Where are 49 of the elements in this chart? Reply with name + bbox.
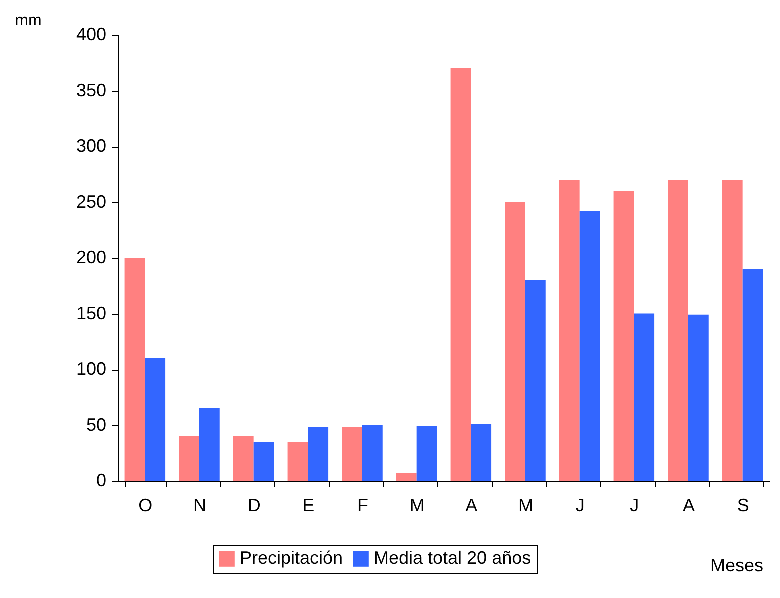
bar — [254, 442, 274, 481]
bar — [614, 191, 634, 481]
bar — [526, 280, 546, 481]
y-tick-label: 50 — [86, 414, 106, 435]
x-tick-label: J — [630, 496, 640, 516]
bar — [288, 442, 308, 481]
bar — [688, 314, 709, 481]
bar — [342, 427, 362, 481]
bar — [145, 358, 166, 481]
bar — [200, 408, 220, 481]
x-tick-label: J — [576, 496, 585, 516]
x-axis-title: Meses — [710, 556, 764, 576]
x-tick-label: N — [194, 496, 206, 516]
bar — [362, 425, 383, 481]
y-tick-label: 0 — [96, 470, 106, 490]
bar — [396, 473, 417, 481]
y-tick-label: 100 — [76, 359, 106, 379]
bar — [179, 436, 200, 481]
bar — [471, 424, 492, 481]
y-axis-title: mm — [15, 12, 42, 30]
bar — [580, 211, 600, 481]
bar — [668, 180, 688, 481]
bar — [124, 258, 146, 481]
bar — [742, 269, 764, 481]
bar — [634, 314, 655, 481]
x-tick-label: M — [410, 496, 425, 516]
bar — [450, 68, 472, 481]
y-tick-label: 250 — [76, 192, 106, 212]
legend-label: Precipitación — [240, 548, 344, 568]
bar — [722, 180, 743, 481]
y-tick-label: 350 — [76, 80, 106, 100]
x-tick-label: A — [466, 496, 478, 516]
bar — [416, 426, 438, 481]
x-tick-label: A — [682, 496, 696, 516]
y-tick-label: 150 — [76, 303, 106, 324]
bar — [505, 202, 526, 481]
x-tick-label: F — [358, 496, 368, 516]
bar — [559, 180, 580, 481]
bar — [233, 436, 254, 481]
x-tick-label: E — [302, 496, 315, 516]
y-tick-label: 400 — [76, 24, 106, 44]
bar — [308, 427, 329, 481]
y-tick-label: 200 — [76, 248, 106, 268]
x-tick-label: O — [138, 496, 153, 516]
y-tick-label: 300 — [76, 136, 106, 156]
x-tick-label: D — [248, 496, 261, 516]
x-tick-label: S — [737, 496, 750, 516]
legend-label: Media total 20 años — [374, 548, 532, 568]
x-tick-label: M — [518, 496, 534, 516]
